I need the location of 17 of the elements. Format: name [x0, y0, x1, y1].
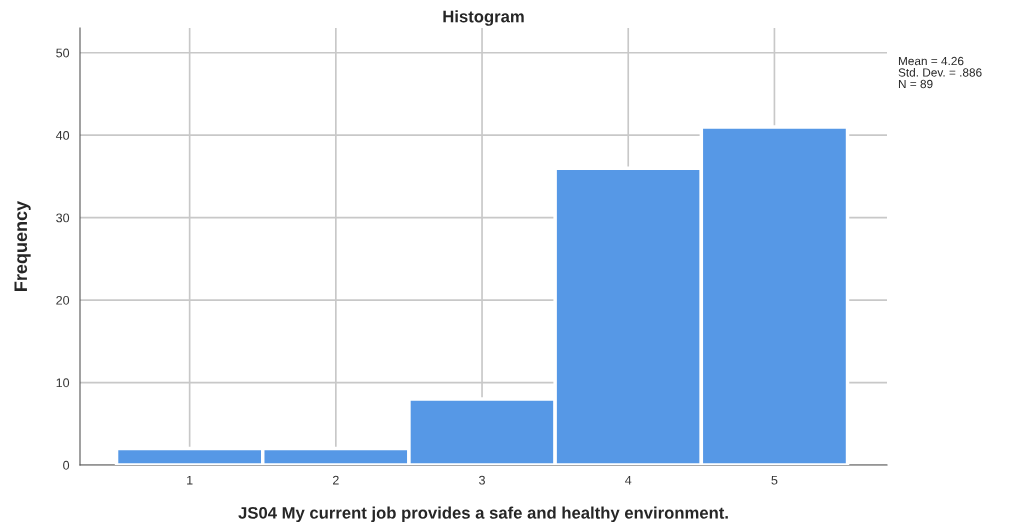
x-axis-title: JS04 My current job provides a safe and healthy environment.: [238, 506, 728, 523]
y-axis-title: Frequency: [14, 200, 31, 291]
x-tick-label: 5: [771, 475, 778, 485]
y-tick-label: 0: [63, 460, 70, 470]
text: Std. Dev. = .886: [898, 68, 982, 77]
x-tick-label: 4: [625, 475, 632, 485]
y-tick-label: 30: [56, 213, 70, 223]
y-tick-label: 10: [56, 378, 70, 388]
x-tick-label: 3: [479, 475, 485, 485]
y-tick-label: 40: [55, 130, 70, 140]
x-tick-label: 2: [333, 475, 339, 485]
x-tick-label: 1: [187, 475, 193, 485]
text: Mean = 4.26: [898, 56, 964, 66]
y-tick-label: 50: [56, 48, 70, 58]
y-tick-label: 20: [56, 295, 70, 305]
chart-title: Histogram: [443, 10, 524, 26]
text: N = 89: [898, 79, 933, 89]
